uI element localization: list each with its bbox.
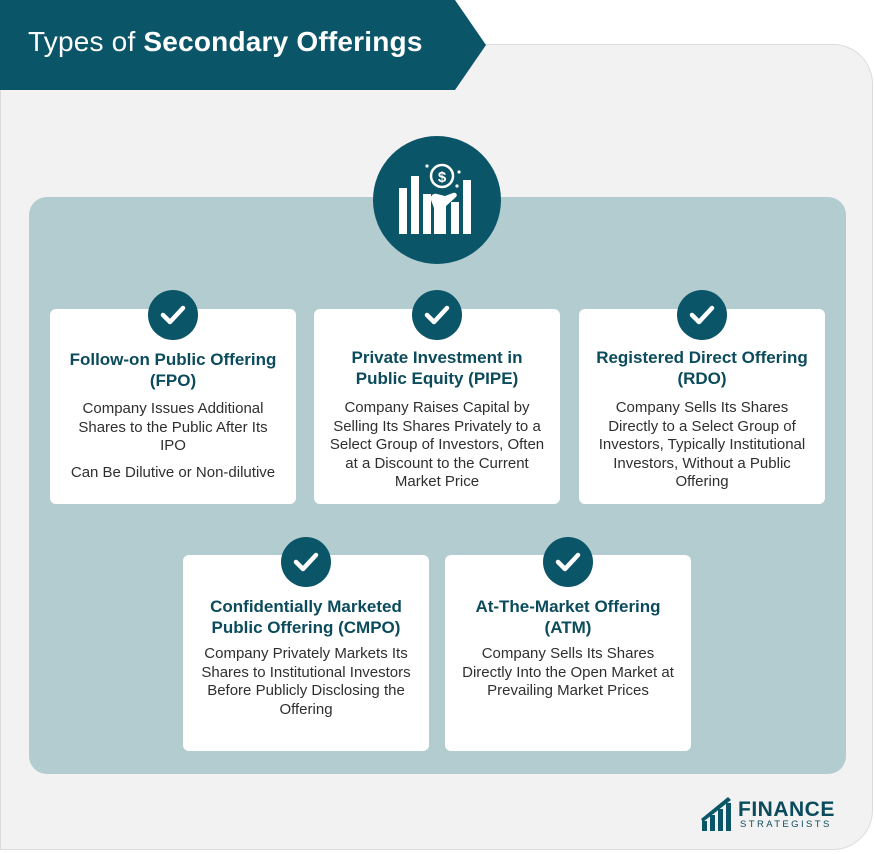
card-pipe: Private Investment in Public Equity (PIP… bbox=[314, 309, 560, 504]
card-description: Company Raises Capital by Selling Its Sh… bbox=[329, 399, 545, 490]
card-fpo: Follow-on Public Offering (FPO) Company … bbox=[50, 309, 296, 504]
check-icon bbox=[281, 537, 331, 587]
card-title: Private Investment in Public Equity (PIP… bbox=[351, 348, 523, 388]
page-title: Types of Secondary Offerings bbox=[28, 26, 423, 57]
card-cmpo: Confidentially Marketed Public Offering … bbox=[183, 555, 429, 751]
finance-strategists-logo: FINANCE STRATEGISTS bbox=[700, 795, 840, 835]
svg-text:$: $ bbox=[438, 169, 447, 186]
title-banner: Types of Secondary Offerings bbox=[0, 0, 486, 90]
logo-subtitle: STRATEGISTS bbox=[740, 819, 832, 830]
check-icon bbox=[148, 290, 198, 340]
card-title: Registered Direct Offering (RDO) bbox=[596, 348, 808, 388]
card-title: Confidentially Marketed Public Offering … bbox=[210, 597, 402, 637]
check-icon bbox=[412, 290, 462, 340]
card-description: Company Issues Additional Shares to the … bbox=[78, 400, 268, 454]
card-rdo: Registered Direct Offering (RDO) Company… bbox=[579, 309, 825, 504]
check-icon bbox=[543, 537, 593, 587]
card-description-secondary: Can Be Dilutive or Non-dilutive bbox=[70, 464, 276, 481]
card-description: Company Privately Markets Its Shares to … bbox=[201, 645, 411, 718]
hand-coin-bar-chart-icon: $ bbox=[373, 136, 501, 264]
card-title: Follow-on Public Offering (FPO) bbox=[69, 350, 277, 390]
logo-name: FINANCE bbox=[738, 798, 835, 821]
check-icon bbox=[677, 290, 727, 340]
logo-mark-icon bbox=[701, 797, 731, 831]
card-description: Company Sells Its Shares Directly Into t… bbox=[462, 645, 674, 699]
card-title: At-The-Market Offering (ATM) bbox=[475, 597, 661, 637]
card-atm: At-The-Market Offering (ATM) Company Sel… bbox=[445, 555, 691, 751]
card-description: Company Sells Its Shares Directly to a S… bbox=[598, 399, 806, 490]
